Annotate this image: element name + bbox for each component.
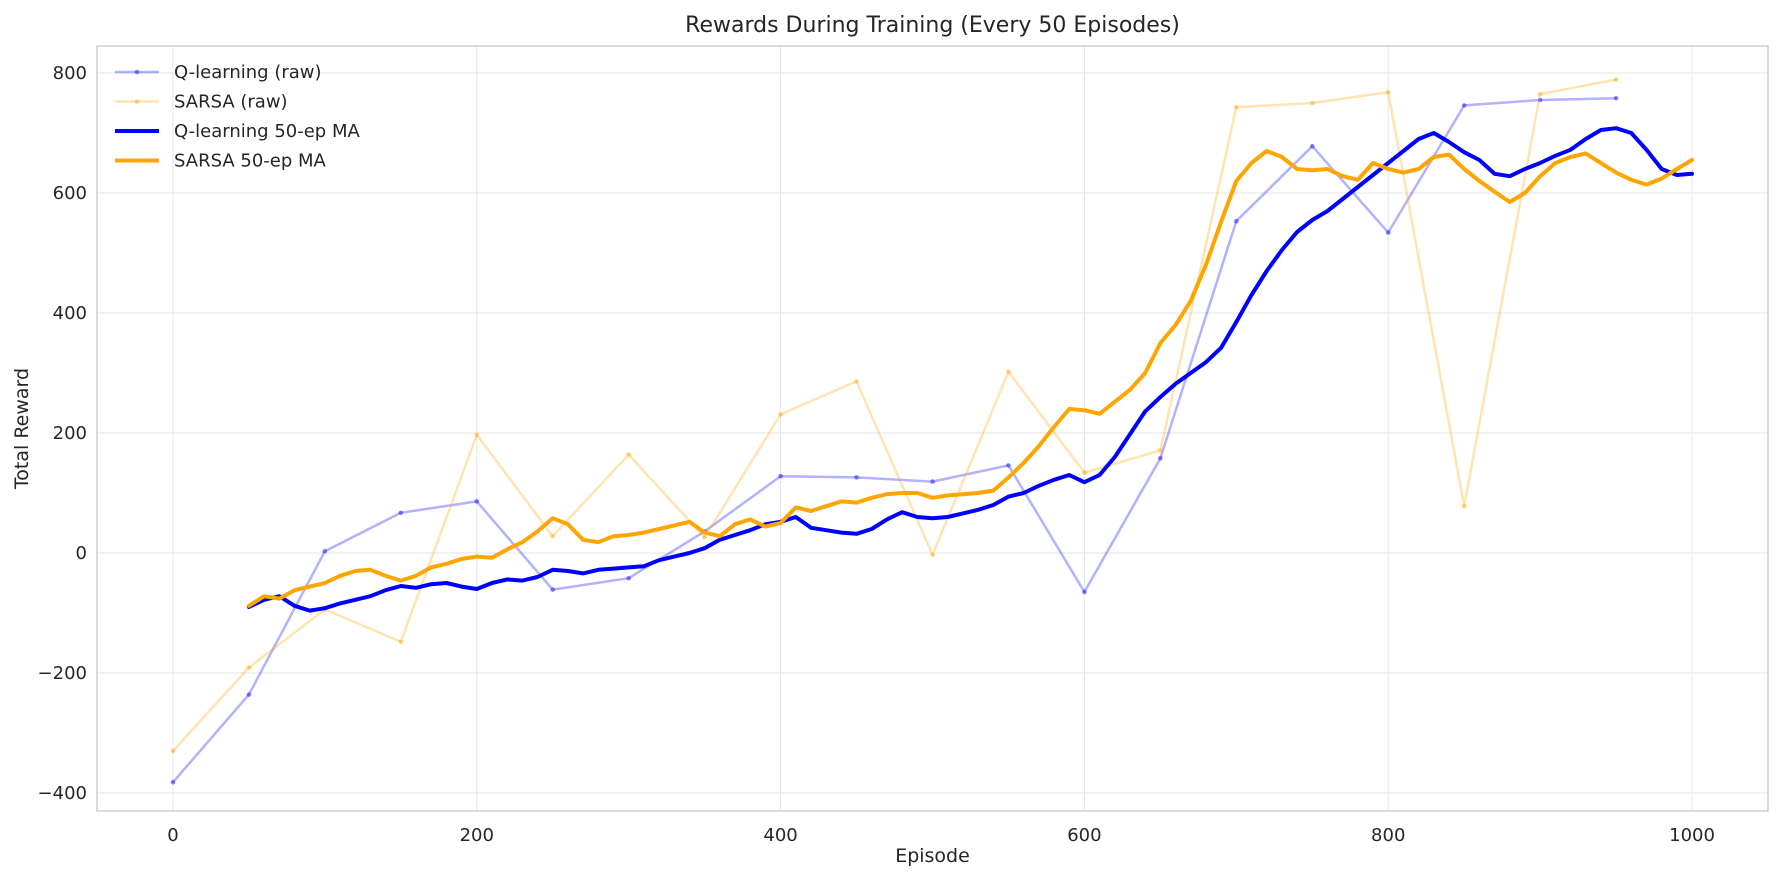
y-tick-label: 800: [53, 63, 87, 84]
series-sarsa-50-ep-ma: [246, 149, 1694, 608]
data-point: [930, 479, 935, 484]
data-point: [246, 692, 252, 697]
data-point: [626, 452, 631, 457]
grid: [97, 46, 1768, 811]
series-line: [246, 126, 1694, 613]
data-point: [1006, 369, 1011, 375]
legend-label: SARSA 50-ep MA: [174, 151, 327, 172]
y-tick-label: 0: [76, 543, 87, 564]
legend-item: Q-learning 50-ep MA: [115, 121, 360, 142]
series-q-learning-50-ep-ma: [246, 126, 1694, 613]
data-point: [1461, 503, 1467, 509]
chart-title: Rewards During Training (Every 50 Episod…: [685, 13, 1180, 38]
data-point: [1461, 103, 1467, 108]
data-point: [1385, 89, 1391, 95]
legend: Q-learning (raw) SARSA (raw) Q-learning 50…: [115, 62, 360, 172]
legend-marker: [134, 99, 140, 104]
data-point: [322, 548, 328, 554]
y-axis-label: Total Reward: [11, 368, 33, 490]
data-point: [1158, 455, 1163, 461]
data-point: [854, 475, 859, 480]
series-line: [171, 78, 1618, 753]
data-point: [1082, 589, 1087, 595]
data-point: [1537, 97, 1543, 103]
data-point: [1613, 77, 1619, 82]
data-point: [246, 665, 252, 670]
legend-item: SARSA 50-ep MA: [115, 151, 327, 172]
data-point: [1613, 95, 1619, 101]
data-point: [170, 779, 176, 785]
data-point: [398, 510, 404, 516]
legend-item: Q-learning (raw): [115, 62, 322, 83]
y-tick-label: 600: [53, 183, 87, 204]
series-sarsa-raw-: [170, 77, 1619, 754]
y-tick-label: 200: [53, 423, 87, 444]
data-point: [1158, 448, 1163, 453]
data-point: [398, 639, 404, 645]
x-tick-label: 0: [167, 825, 178, 846]
data-point: [1234, 218, 1239, 224]
data-point: [854, 379, 859, 384]
data-point: [170, 748, 176, 754]
data-point: [778, 412, 783, 417]
legend-label: SARSA (raw): [174, 92, 288, 113]
data-point: [1309, 143, 1315, 149]
data-point: [1234, 104, 1239, 110]
data-point: [474, 432, 480, 438]
legend-marker: [134, 69, 140, 75]
series-line: [246, 149, 1694, 608]
legend-label: Q-learning 50-ep MA: [174, 121, 360, 142]
ticks-group: 0 200 400 600 800 1000 −400 −200 0 200 400 600 800: [38, 63, 1715, 846]
data-point: [1385, 230, 1391, 235]
data-point: [550, 533, 556, 539]
legend-label: Q-learning (raw): [174, 62, 322, 83]
data-point: [1082, 470, 1087, 475]
x-tick-label: 800: [1371, 825, 1405, 846]
x-tick-label: 600: [1067, 825, 1101, 846]
y-tick-label: −400: [38, 783, 87, 804]
data-point: [1006, 463, 1011, 468]
series-q-learning-raw-: [170, 95, 1619, 785]
data-point: [550, 587, 556, 592]
y-tick-label: −200: [38, 663, 87, 684]
x-tick-label: 400: [763, 825, 797, 846]
plot-frame: [96, 45, 1769, 812]
x-tick-label: 200: [460, 825, 494, 846]
series-group: [170, 77, 1694, 785]
data-point: [702, 535, 707, 540]
data-point: [930, 552, 935, 558]
legend-item: SARSA (raw): [115, 92, 288, 113]
data-point: [778, 473, 783, 479]
y-tick-label: 400: [53, 303, 87, 324]
data-point: [474, 499, 480, 504]
data-point: [626, 575, 631, 581]
x-axis-label: Episode: [895, 845, 970, 867]
x-tick-label: 1000: [1669, 825, 1715, 846]
data-point: [1309, 100, 1315, 106]
series-line: [171, 96, 1618, 784]
data-point: [1537, 91, 1543, 97]
